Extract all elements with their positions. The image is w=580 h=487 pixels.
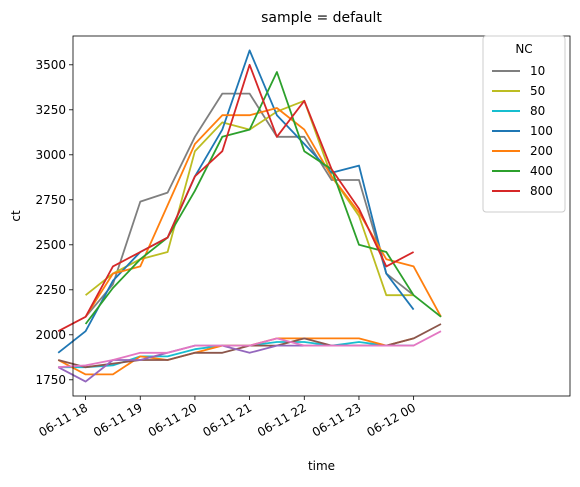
y-tick-label: 3500: [35, 58, 66, 72]
legend-label: 80: [530, 104, 545, 118]
y-tick-label: 2250: [35, 283, 66, 297]
y-axis-label: ct: [9, 210, 23, 222]
legend-label: 10: [530, 64, 545, 78]
y-tick-label: 3000: [35, 148, 66, 162]
y-tick-label: 1750: [35, 373, 66, 387]
legend-title: NC: [515, 42, 532, 56]
y-tick-label: 2000: [35, 328, 66, 342]
legend-label: 50: [530, 84, 545, 98]
legend-label: 800: [530, 184, 553, 198]
chart-title: sample = default: [261, 10, 382, 26]
legend-label: 100: [530, 124, 553, 138]
legend: NC 10 50 80 100 200 400 800: [483, 36, 565, 212]
legend-label: 200: [530, 144, 553, 158]
y-tick-label: 3250: [35, 103, 66, 117]
legend-label: 400: [530, 164, 553, 178]
x-axis-label: time: [308, 459, 335, 473]
y-tick-label: 2500: [35, 238, 66, 252]
y-tick-label: 2750: [35, 193, 66, 207]
